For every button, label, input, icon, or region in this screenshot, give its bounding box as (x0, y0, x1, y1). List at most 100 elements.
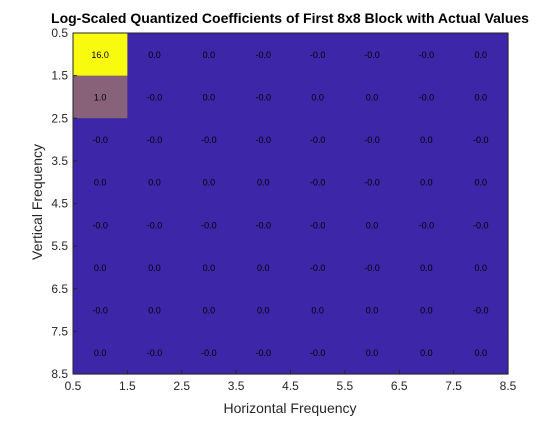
cell-value-label: 0.0 (148, 306, 161, 316)
y-tick-label: 4.5 (51, 197, 68, 211)
heatmap-cell (290, 33, 346, 77)
heatmap-cell (236, 160, 292, 205)
heatmap-cell (399, 203, 455, 247)
heatmap-cell (453, 160, 509, 205)
heatmap-cell (73, 288, 128, 332)
cell-value-label: -0.0 (256, 220, 272, 230)
cell-value-label: -0.0 (310, 263, 326, 273)
cell-value-label: 0.0 (203, 263, 216, 273)
cell-value-label: 0.0 (203, 178, 216, 188)
heatmap-cell (73, 203, 128, 247)
cell-value-label: -0.0 (256, 135, 272, 145)
heatmap-cell (453, 33, 509, 77)
cell-value-label: -0.0 (473, 135, 489, 145)
heatmap-cell (236, 288, 292, 332)
x-tick-label: 8.5 (500, 379, 517, 393)
y-tick-label: 7.5 (51, 324, 68, 338)
heatmap-cell (453, 75, 509, 119)
x-axis-label: Horizontal Frequency (223, 400, 356, 416)
cell-value-label: -0.0 (310, 178, 326, 188)
cell-value-label: -0.0 (473, 306, 489, 316)
y-tick-label: 6.5 (51, 282, 68, 296)
heatmap-cell (453, 246, 509, 290)
heatmap-cell (73, 118, 128, 162)
heatmap-cell (73, 160, 128, 205)
heatmap-cell (181, 160, 237, 205)
cell-value-label: 0.0 (420, 306, 433, 316)
heatmap-cell (290, 203, 346, 247)
x-tick-label: 6.5 (391, 379, 408, 393)
heatmap-cell (181, 331, 237, 375)
heatmap-cell (399, 75, 455, 119)
y-tick-label: 1.5 (51, 69, 68, 83)
heatmap-cell (73, 331, 128, 375)
cell-value-label: -0.0 (310, 135, 326, 145)
cell-value-label: -0.0 (201, 135, 217, 145)
cell-value-label: 0.0 (366, 348, 379, 358)
heatmap-cell (399, 246, 455, 290)
cell-value-label: -0.0 (147, 348, 163, 358)
chart-title: Log-Scaled Quantized Coefficients of Fir… (51, 10, 529, 26)
heatmap-cell (181, 33, 237, 77)
cell-value-label: -0.0 (419, 220, 435, 230)
heatmap-cell (236, 331, 292, 375)
heatmap-cell (290, 288, 346, 332)
heatmap-cell (344, 75, 400, 119)
cell-value-label: 0.0 (366, 92, 379, 102)
heatmap-cell (453, 288, 509, 332)
cell-value-label: -0.0 (310, 348, 326, 358)
cell-value-label: 0.0 (257, 306, 270, 316)
cell-value-label: -0.0 (419, 50, 435, 60)
y-tick-label: 3.5 (51, 154, 68, 168)
cell-value-label: 0.0 (420, 348, 433, 358)
heatmap-cell (290, 160, 346, 205)
heatmap-cell (399, 331, 455, 375)
cell-value-label: -0.0 (364, 50, 380, 60)
heatmap-cell (344, 118, 400, 162)
x-tick-label: 5.5 (337, 379, 354, 393)
cell-value-label: 0.0 (148, 50, 161, 60)
cell-value-label: -0.0 (473, 220, 489, 230)
cell-value-label: 0.0 (475, 92, 488, 102)
cell-value-label: 0.0 (94, 178, 107, 188)
heatmap-cell (127, 160, 183, 205)
heatmap-cell (127, 118, 183, 162)
x-tick-label: 1.5 (119, 379, 136, 393)
heatmap-cell (453, 203, 509, 247)
cell-value-label: 0.0 (257, 263, 270, 273)
cell-value-label: -0.0 (147, 92, 163, 102)
cell-value-label: 0.0 (94, 263, 107, 273)
cell-value-label: 0.0 (203, 306, 216, 316)
x-tick-label: 0.5 (65, 379, 82, 393)
cell-value-label: -0.0 (256, 92, 272, 102)
x-axis: 0.5 1.5 2.5 3.5 4.5 5.5 6.5 7.5 8.5 (65, 370, 517, 393)
cell-value-label: -0.0 (147, 220, 163, 230)
heatmap-cell (181, 118, 237, 162)
y-tick-label: 2.5 (51, 111, 68, 125)
cell-value-label: -0.0 (147, 135, 163, 145)
y-tick-label: 0.5 (51, 26, 68, 40)
heatmap-cell (399, 160, 455, 205)
cell-value-label: 0.0 (311, 306, 324, 316)
heatmap-cell (344, 33, 400, 77)
heatmap-cell (344, 288, 400, 332)
heatmap-cell (127, 288, 183, 332)
cell-value-label: -0.0 (310, 220, 326, 230)
heatmap-cell (453, 331, 509, 375)
heatmap-cell (73, 246, 128, 290)
y-axis-label: Vertical Frequency (29, 144, 45, 260)
heatmap-cell (181, 288, 237, 332)
cell-value-label: -0.0 (201, 220, 217, 230)
cell-value-label: -0.0 (256, 50, 272, 60)
cell-value-label: -0.0 (310, 50, 326, 60)
x-tick-label: 4.5 (282, 379, 299, 393)
heatmap-cell (127, 331, 183, 375)
heatmap-cell (236, 246, 292, 290)
heatmap-cell (127, 33, 183, 77)
heatmap-cell (344, 331, 400, 375)
cell-value-label: 0.0 (366, 306, 379, 316)
cell-value-label: -0.0 (92, 135, 108, 145)
cell-value-label: 0.0 (475, 50, 488, 60)
cell-value-label: 0.0 (475, 348, 488, 358)
